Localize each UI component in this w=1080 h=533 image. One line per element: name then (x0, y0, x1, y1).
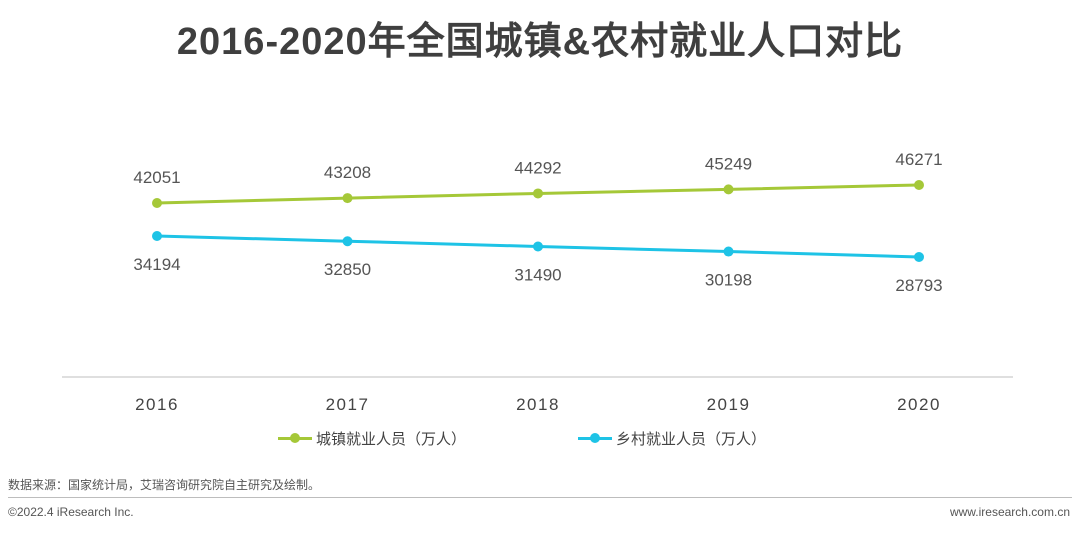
data-label-urban-2016: 42051 (133, 168, 180, 187)
x-tick-label-2020: 2020 (897, 395, 941, 414)
data-point-rural-2018 (533, 241, 543, 252)
data-point-urban-2020 (914, 180, 924, 190)
data-point-rural-2019 (723, 246, 734, 257)
website-link[interactable]: www.iresearch.com.cn (949, 505, 1070, 519)
data-point-urban-2017 (342, 193, 353, 204)
legend-item-urban: 城镇就业人员（万人） (278, 428, 466, 448)
data-label-urban-2017: 43208 (324, 163, 371, 182)
x-tick-label-2017: 2017 (326, 395, 370, 414)
data-label-rural-2020: 28793 (895, 276, 942, 295)
data-label-rural-2018: 31490 (514, 266, 561, 285)
line-chart: 2016 2017 2018 2019 2020 42051 43208 44292 45249… (62, 150, 1013, 414)
data-label-urban-2018: 44292 (514, 158, 561, 177)
legend-item-rural: 乡村就业人员（万人） (578, 428, 766, 448)
data-label-rural-2019: 30198 (705, 271, 752, 290)
data-label-rural-2017: 32850 (324, 260, 371, 279)
data-point-rural-2020 (914, 252, 924, 262)
data-point-rural-2017 (342, 236, 353, 247)
chart-legend: 城镇就业人员（万人） 乡村就业人员（万人） (0, 428, 1080, 448)
legend-swatch-urban (278, 428, 312, 448)
data-label-urban-2019: 45249 (705, 154, 752, 173)
data-source-note: 数据来源：国家统计局，艾瑞咨询研究院自主研究及绘制。 (8, 478, 321, 492)
data-point-urban-2018 (533, 188, 543, 199)
data-point-urban-2019 (723, 184, 734, 195)
data-point-rural-2016 (152, 231, 162, 241)
x-tick-label-2019: 2019 (707, 395, 751, 414)
x-tick-label-2018: 2018 (516, 395, 560, 414)
x-tick-label-2016: 2016 (135, 395, 179, 414)
legend-swatch-rural (578, 428, 612, 448)
legend-label-rural: 乡村就业人员（万人） (616, 430, 767, 448)
data-label-urban-2020: 46271 (895, 150, 942, 169)
chart-title: 2016-2020年全国城镇&农村就业人口对比 (176, 21, 904, 63)
footer-divider (8, 497, 1072, 498)
legend-label-urban: 城镇就业人员（万人） (316, 430, 467, 448)
data-point-urban-2016 (152, 198, 162, 208)
data-label-rural-2016: 34194 (133, 255, 180, 274)
copyright-text: ©2022.4 iResearch Inc. (8, 505, 134, 519)
